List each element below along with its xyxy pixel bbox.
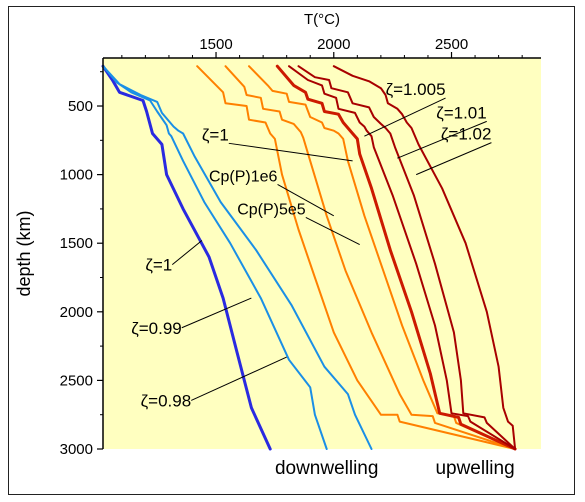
annotation-leader-1	[364, 97, 446, 137]
annotation-leader-8	[181, 297, 252, 329]
series-line-2	[102, 65, 328, 450]
y-axis-title: depth (km)	[14, 210, 34, 296]
series-line-5	[224, 65, 517, 450]
series-line-7	[275, 64, 517, 451]
bottom-label-2: upwelling	[435, 458, 514, 479]
bottom-label-1: downwelling	[275, 458, 379, 479]
x-axis-title: T(°C)	[304, 11, 340, 28]
series-line-3	[102, 65, 373, 450]
annotation-leader-5	[277, 184, 335, 217]
annotation-label-1: ζ=1.005	[386, 80, 446, 99]
annotation-leader-6	[305, 216, 360, 246]
axis-labels: T(°C) depth (km) downwelling upwelling	[14, 11, 515, 479]
series-line-10	[332, 65, 517, 450]
x-tick-label: 2000	[317, 36, 350, 53]
annotation-leader-3	[415, 142, 492, 176]
annotation-leader-9	[190, 356, 287, 401]
annotation-leader-2	[397, 120, 487, 159]
annotation-label-3: ζ=1.02	[441, 125, 492, 144]
y-tick-label: 1500	[60, 235, 93, 252]
y-tick-label: 1000	[60, 167, 93, 184]
series-curves	[101, 64, 517, 451]
annotation-leader-4	[228, 142, 353, 162]
series-line-1	[101, 64, 272, 451]
annotation-label-5: Cp(P)1e6	[209, 168, 278, 185]
series-line-4	[196, 65, 517, 450]
annotation-label-2: ζ=1.01	[436, 103, 487, 122]
annotation-label-7: ζ=1	[145, 256, 172, 275]
annotation-label-4: ζ=1	[202, 125, 229, 144]
y-tick-label: 500	[68, 98, 93, 115]
x-tick-label: 1500	[199, 36, 232, 53]
annotation-leader-7	[171, 240, 203, 266]
annotations: ζ=1.005 ζ=1.01 ζ=1.02 ζ=1 Cp(P)1e6 Cp(P)5e5 ζ=…	[131, 80, 492, 410]
series-line-6	[248, 65, 517, 450]
axes: 1500 2000 2500 500 1000 1500 2000 2500 3000	[60, 36, 541, 458]
y-tick-label: 2000	[60, 304, 93, 321]
annotation-label-9: ζ=0.98	[141, 391, 192, 410]
annotation-label-8: ζ=0.99	[131, 319, 182, 338]
y-tick-label: 3000	[60, 441, 93, 458]
series-line-9	[297, 65, 517, 450]
x-tick-label: 2500	[435, 36, 468, 53]
annotation-label-6: Cp(P)5e5	[237, 201, 306, 218]
y-tick-label: 2500	[60, 372, 93, 389]
